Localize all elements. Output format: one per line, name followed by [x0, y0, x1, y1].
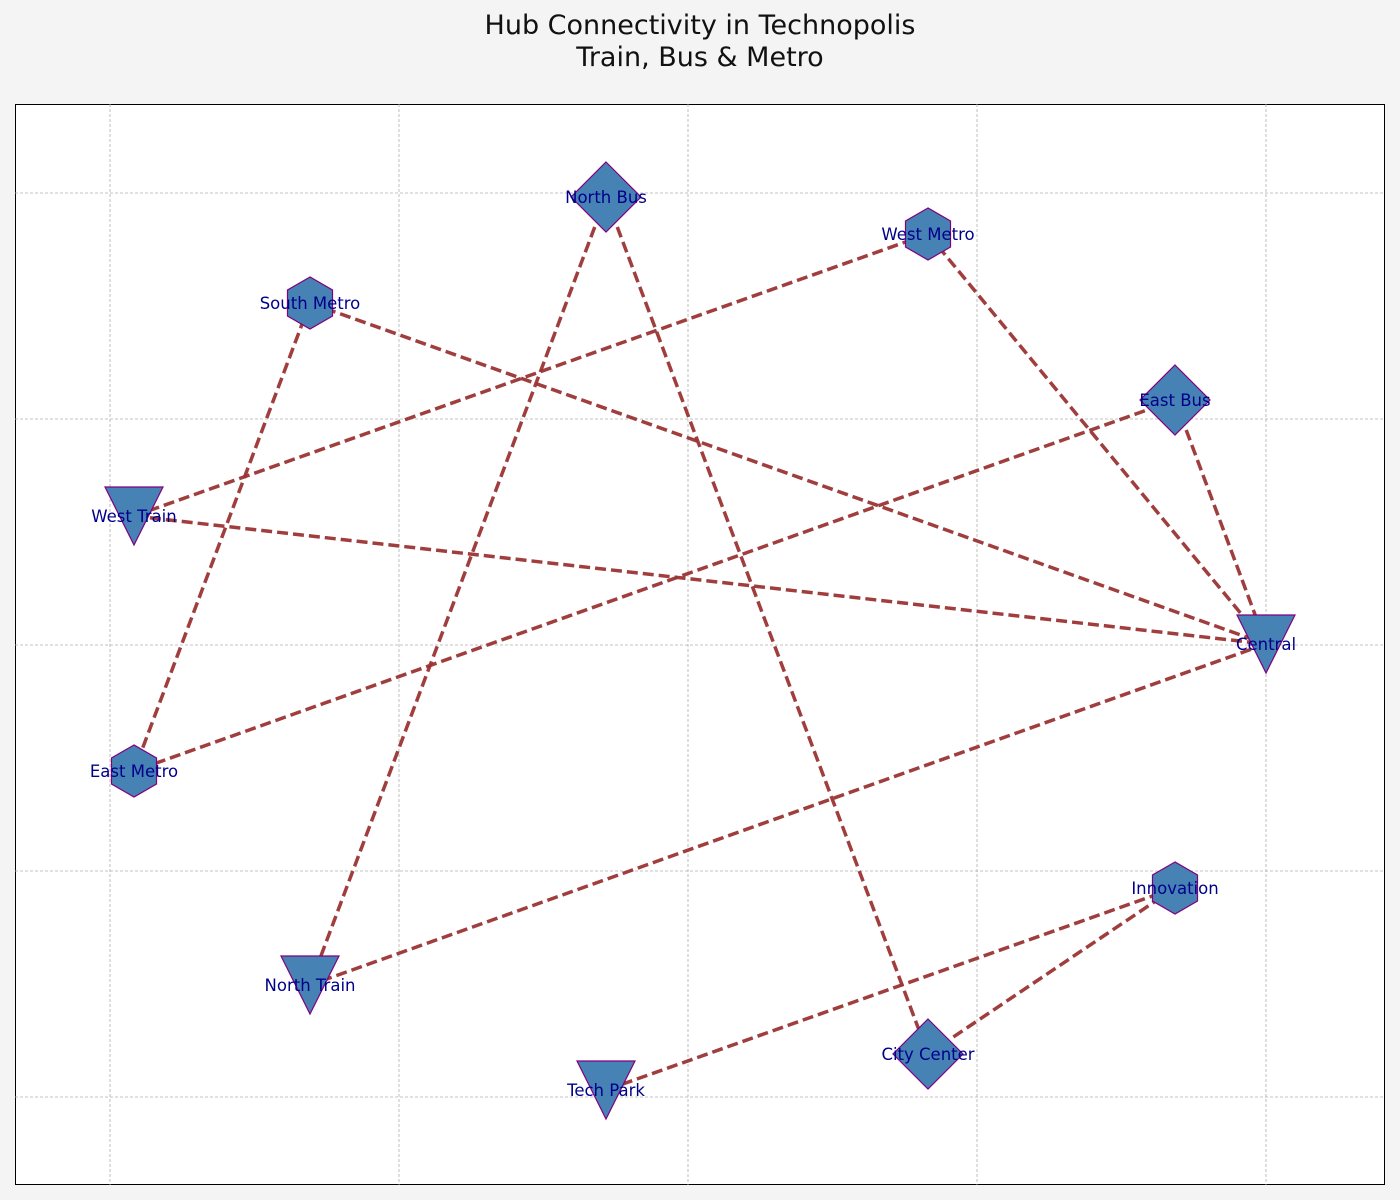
node-label-innovation: Innovation [1131, 879, 1218, 898]
edge-west_train-central [133, 514, 1267, 646]
nodes [104, 161, 1296, 1121]
edge-south_metro-east_metro [132, 302, 312, 772]
node-tech-park-triangle-down-icon [576, 1060, 636, 1121]
node-north-bus-diamond-icon [570, 161, 642, 233]
edge-west_metro-central [926, 232, 1268, 646]
node-east-bus-diamond-icon [1139, 364, 1211, 436]
edge-east_bus-east_metro [133, 398, 1176, 773]
edge-west_metro-west_train [133, 232, 929, 518]
node-label-east-bus: East Bus [1139, 391, 1210, 410]
edge-innovation-tech_park [605, 886, 1176, 1092]
node-label-central: Central [1236, 635, 1296, 654]
node-label-city-center: City Center [881, 1045, 974, 1064]
edge-north_bus-city_center [604, 196, 930, 1055]
edge-innovation-city_center [927, 886, 1176, 1056]
edge-east_bus-central [1173, 399, 1268, 645]
node-west-train-triangle-down-icon [104, 486, 164, 547]
grid-lines [15, 104, 1385, 1185]
edges [132, 196, 1268, 1092]
edge-south_metro-central [309, 301, 1267, 646]
node-city-center-diamond-icon [892, 1018, 964, 1090]
node-label-west-train: West Train [91, 507, 176, 526]
node-label-west-metro: West Metro [881, 225, 974, 244]
chart-title-line-2: Train, Bus & Metro [576, 42, 824, 73]
chart-title: Hub Connectivity in Technopolis Train, B… [0, 10, 1400, 74]
node-west-metro-hexagon-icon [904, 207, 952, 261]
node-east-metro-hexagon-icon [110, 744, 158, 798]
node-label-tech-park: Tech Park [566, 1081, 645, 1100]
node-central-triangle-down-icon [1236, 614, 1296, 675]
node-label-north-bus: North Bus [565, 188, 647, 207]
node-label-east-metro: East Metro [90, 762, 178, 781]
node-south-metro-hexagon-icon [286, 276, 334, 330]
edge-north_bus-north_train [308, 196, 608, 986]
edge-central-north_train [309, 642, 1267, 987]
node-label-south-metro: South Metro [260, 294, 361, 313]
chart-title-line-1: Hub Connectivity in Technopolis [484, 10, 916, 41]
node-north-train-triangle-down-icon [280, 955, 340, 1016]
plot-area [15, 104, 1385, 1185]
node-label-north-train: North Train [265, 976, 356, 995]
node-labels: North Bus West Metro South Metro East Bus We… [90, 188, 1296, 1100]
node-innovation-hexagon-icon [1151, 861, 1199, 915]
